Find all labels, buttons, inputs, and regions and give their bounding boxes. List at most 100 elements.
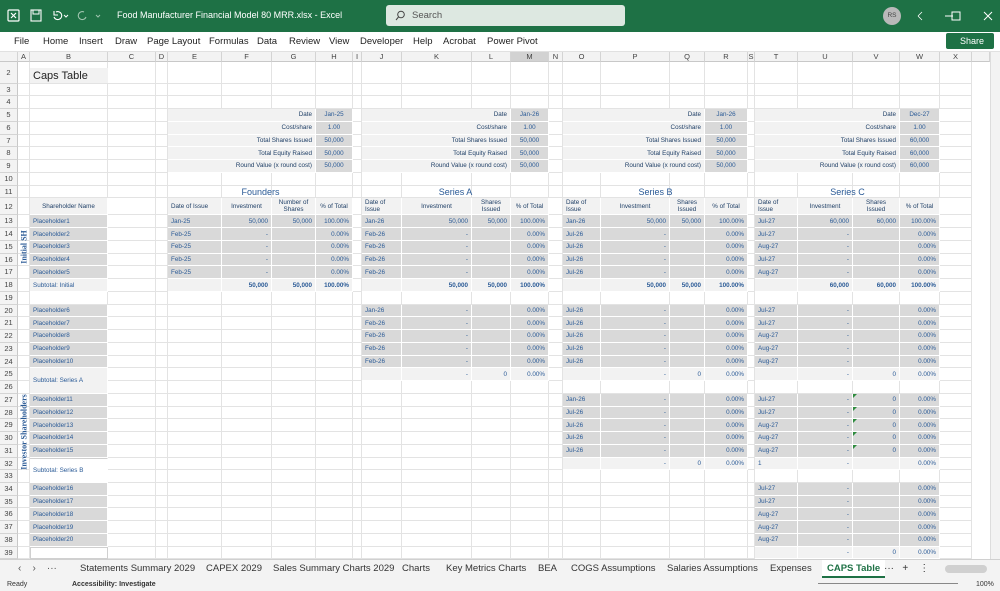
row-header[interactable]: 33 — [0, 470, 18, 483]
row-header[interactable]: 20 — [0, 304, 18, 318]
table-value: 0.00% — [705, 228, 748, 241]
sheet-tab[interactable]: COGS Assumptions — [571, 563, 656, 574]
sheet-tab[interactable]: Charts — [402, 563, 430, 574]
menu-item[interactable]: Power Pivot — [487, 36, 538, 47]
column-header[interactable]: O — [563, 52, 601, 62]
row-header[interactable]: 11 — [0, 185, 18, 199]
horizontal-scrollbar[interactable] — [945, 565, 987, 573]
menu-item[interactable]: View — [329, 36, 350, 47]
column-header[interactable]: B — [30, 52, 108, 62]
menu-item[interactable]: Draw — [115, 36, 138, 47]
sheet-tab-active[interactable]: CAPS Table — [822, 560, 886, 578]
row-header[interactable]: 25 — [0, 368, 18, 382]
column-header[interactable]: R — [705, 52, 748, 62]
row-header[interactable]: 28 — [0, 406, 18, 420]
column-header[interactable]: U — [798, 52, 853, 62]
sheet-tab[interactable]: Key Metrics Charts — [446, 563, 527, 574]
row-header[interactable]: 19 — [0, 291, 18, 305]
menu-item[interactable]: Insert — [79, 36, 103, 47]
row-header[interactable]: 36 — [0, 508, 18, 522]
sheet-tab[interactable]: Expenses — [770, 563, 812, 574]
column-header[interactable]: I — [353, 52, 362, 62]
vertical-scrollbar[interactable] — [990, 52, 1000, 559]
column-header[interactable]: X — [940, 52, 972, 62]
sheet-tab[interactable]: BEA — [538, 563, 558, 574]
round-name: Series B — [638, 186, 673, 197]
row-header[interactable]: 6 — [0, 121, 18, 135]
menu-item[interactable]: Review — [289, 36, 321, 47]
menu-item[interactable]: File — [14, 36, 30, 47]
row-header[interactable]: 32 — [0, 457, 18, 471]
search-box[interactable]: Search — [386, 5, 625, 26]
row-header[interactable]: 22 — [0, 330, 18, 343]
column-header[interactable]: M — [511, 52, 549, 62]
row-header[interactable]: 16 — [0, 253, 18, 267]
row-header[interactable]: 15 — [0, 240, 18, 254]
row-header[interactable]: 30 — [0, 432, 18, 445]
window-controls[interactable] — [914, 8, 994, 24]
column-header[interactable]: C — [108, 52, 156, 62]
row-header[interactable]: 12 — [0, 198, 18, 216]
row-header[interactable]: 8 — [0, 147, 18, 161]
share-button[interactable]: Share — [946, 33, 994, 49]
column-header[interactable]: N — [549, 52, 563, 62]
column-header[interactable]: V — [853, 52, 900, 62]
select-all[interactable] — [0, 52, 18, 62]
column-header[interactable]: H — [316, 52, 353, 62]
menu-item[interactable]: Data — [257, 36, 278, 47]
row-header[interactable]: 18 — [0, 279, 18, 292]
menu-item[interactable]: Help — [413, 36, 433, 47]
column-header[interactable]: D — [156, 52, 168, 62]
accessibility-status[interactable]: Accessibility: Investigate — [72, 581, 156, 588]
subtotal-value: 50,000 — [601, 279, 670, 292]
row-header[interactable]: 24 — [0, 355, 18, 369]
menu-item[interactable]: Formulas — [209, 36, 249, 47]
menu-item[interactable]: Page Layout — [147, 36, 201, 47]
sheet-tab[interactable]: Sales Summary Charts 2029 — [273, 563, 395, 574]
row-header[interactable]: 4 — [0, 96, 18, 110]
sheet-tab[interactable]: Statements Summary 2029 — [80, 563, 196, 574]
column-header[interactable]: P — [601, 52, 670, 62]
column-header[interactable]: G — [272, 52, 316, 62]
row-header[interactable]: 23 — [0, 342, 18, 356]
row-header[interactable]: 13 — [0, 215, 18, 229]
row-header[interactable]: 29 — [0, 419, 18, 433]
row-header[interactable]: 21 — [0, 317, 18, 331]
row-header[interactable]: 37 — [0, 521, 18, 534]
column-header[interactable]: F — [222, 52, 272, 62]
sheet-tab[interactable]: CAPEX 2029 — [206, 563, 262, 574]
menu-item[interactable]: Developer — [360, 36, 404, 47]
user-avatar[interactable]: RS — [883, 7, 901, 25]
row-header[interactable]: 14 — [0, 228, 18, 241]
column-header[interactable]: T — [755, 52, 798, 62]
row-header[interactable]: 10 — [0, 172, 18, 186]
row-header[interactable]: 27 — [0, 393, 18, 407]
tab-add[interactable]: ··· + ⋮ — [884, 563, 930, 574]
sheet-tab[interactable]: Salaries Assumptions — [667, 563, 758, 574]
column-header[interactable]: Q — [670, 52, 705, 62]
row-header[interactable]: 34 — [0, 483, 18, 496]
column-header[interactable]: L — [472, 52, 511, 62]
row-header[interactable]: 35 — [0, 495, 18, 509]
row-header[interactable]: 2 — [0, 62, 18, 84]
column-header[interactable]: W — [900, 52, 940, 62]
row-header[interactable]: 5 — [0, 109, 18, 122]
row-header[interactable]: 38 — [0, 533, 18, 547]
row-header[interactable]: 31 — [0, 444, 18, 458]
menu-item[interactable]: Home — [43, 36, 69, 47]
menu-item[interactable]: Acrobat — [443, 36, 476, 47]
row-header[interactable]: 7 — [0, 134, 18, 148]
column-header[interactable]: S — [748, 52, 755, 62]
row-header[interactable]: 9 — [0, 160, 18, 173]
column-header[interactable]: A — [18, 52, 30, 62]
zoom-level[interactable]: 100% — [976, 581, 994, 588]
column-header[interactable]: J — [362, 52, 402, 62]
tab-nav[interactable]: ‹ › ··· — [18, 563, 57, 574]
column-header[interactable]: E — [168, 52, 222, 62]
row-header[interactable]: 26 — [0, 381, 18, 394]
row-header[interactable]: 3 — [0, 83, 18, 97]
row-header[interactable]: 17 — [0, 266, 18, 280]
row-header[interactable]: 39 — [0, 546, 18, 560]
column-header[interactable]: K — [402, 52, 472, 62]
zoom-slider[interactable] — [818, 583, 958, 584]
